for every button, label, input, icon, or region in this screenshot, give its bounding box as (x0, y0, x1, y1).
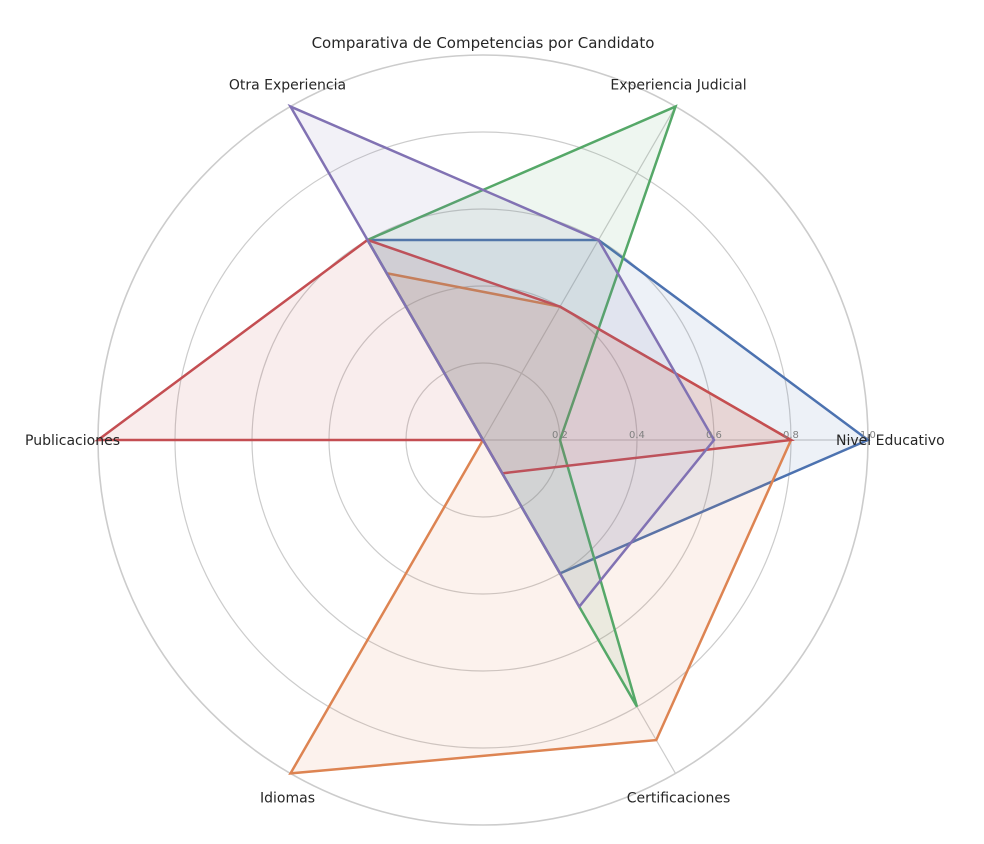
spoke-1 (482, 106, 677, 441)
tick-label-0.6: 0.6 (706, 430, 722, 441)
series-3-area (98, 239, 791, 474)
axis-label-1: Experiencia Judicial (610, 77, 746, 93)
tick-label-1.0: 1.0 (860, 430, 876, 441)
axis-label-5: Certificaciones (627, 791, 731, 807)
series-layer (94, 103, 871, 775)
series-4-line (287, 103, 716, 609)
tick-label-0.4: 0.4 (629, 430, 645, 441)
series-2-area (367, 106, 676, 707)
axis-label-4: Idiomas (260, 791, 315, 807)
axis-label-3: Publicaciones (25, 433, 120, 449)
tick-label-0.8: 0.8 (783, 430, 799, 441)
series-4-area (290, 106, 714, 607)
radial-ticks: 0.2 0.4 0.6 0.8 1.0 (552, 430, 876, 441)
axis-labels: Nivel Educativo Experiencia Judicial Otra … (25, 77, 945, 806)
series-0-area (367, 239, 868, 574)
axis-label-0: Nivel Educativo (836, 433, 945, 449)
axis-label-2: Otra Experiencia (229, 77, 346, 93)
series-1-area (290, 273, 791, 774)
tick-label-0.2: 0.2 (552, 430, 568, 441)
chart-title: Comparativa de Competencias por Candidat… (312, 34, 655, 52)
